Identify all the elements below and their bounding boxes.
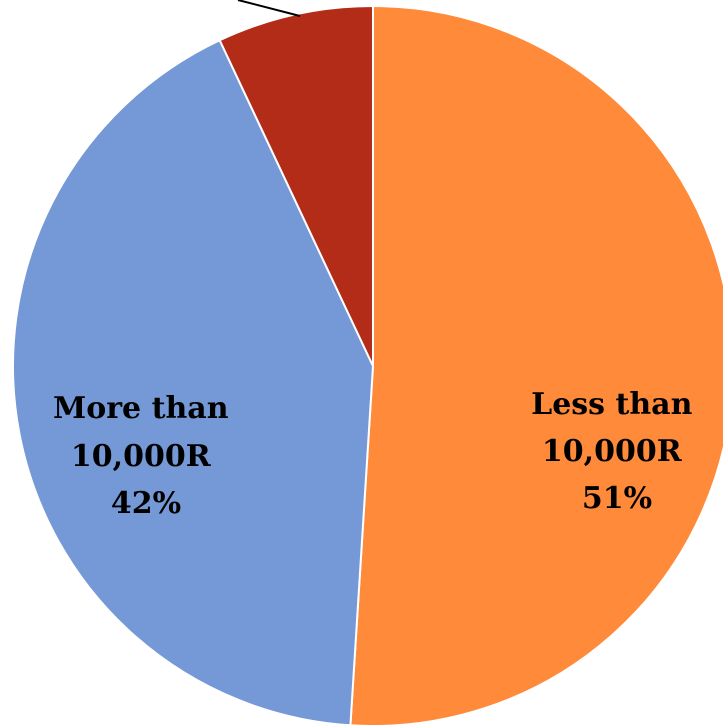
slice-label-less-than-percent: 51% — [582, 481, 652, 516]
pie-slice-less-than — [349, 4, 723, 725]
slice-label-less-than-line1: Less than — [531, 387, 693, 422]
slice-label-less-than-line2: 10,000R — [542, 434, 683, 469]
leader-line — [237, 0, 301, 17]
slice-label-more-than-line2: 10,000R — [71, 439, 212, 474]
pie-slices — [12, 4, 723, 725]
slice-label-more-than-percent: 42% — [111, 486, 181, 521]
slice-label-more-than: More than 10,000R 42% — [53, 391, 239, 521]
slice-label-more-than-line1: More than — [53, 391, 229, 426]
slice-label-less-than: Less than 10,000R 51% — [531, 387, 703, 516]
pie-slice-more-than — [12, 38, 375, 725]
